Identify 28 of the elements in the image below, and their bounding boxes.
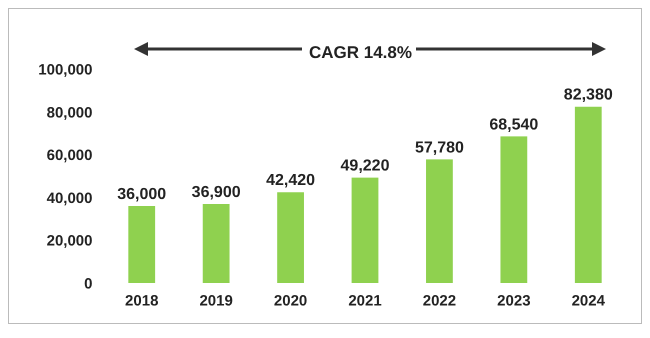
y-tick-label: 80,000 <box>46 104 92 122</box>
data-label: 68,540 <box>489 116 538 134</box>
bar <box>500 136 528 283</box>
text: CAGR 14.8% <box>309 43 412 63</box>
x-tick-label: 2024 <box>572 292 606 310</box>
data-label: 36,000 <box>117 186 166 203</box>
data-label: 82,380 <box>564 86 613 104</box>
bar <box>277 192 304 283</box>
y-tick-label: 40,000 <box>46 190 92 207</box>
y-tick-label: 60,000 <box>46 147 92 164</box>
bar <box>202 204 230 283</box>
x-tick-label: 2020 <box>274 292 308 310</box>
x-tick-label: 2019 <box>199 292 233 310</box>
data-label: 42,420 <box>266 172 316 190</box>
y-tick-label: 0 <box>84 276 92 292</box>
bar <box>352 178 378 283</box>
x-tick-label: 2022 <box>422 292 456 310</box>
bar <box>426 159 453 283</box>
y-tick-label: 20,000 <box>46 232 92 250</box>
bar <box>574 106 602 283</box>
bar <box>128 206 156 283</box>
data-label: 36,900 <box>192 184 241 202</box>
data-label: 49,220 <box>340 158 390 175</box>
data-label: 57,780 <box>414 139 464 156</box>
x-tick-label: 2023 <box>497 292 531 310</box>
x-tick-label: 2021 <box>348 292 382 310</box>
y-tick-label: 100,000 <box>38 62 92 78</box>
x-tick-label: 2018 <box>125 292 158 310</box>
